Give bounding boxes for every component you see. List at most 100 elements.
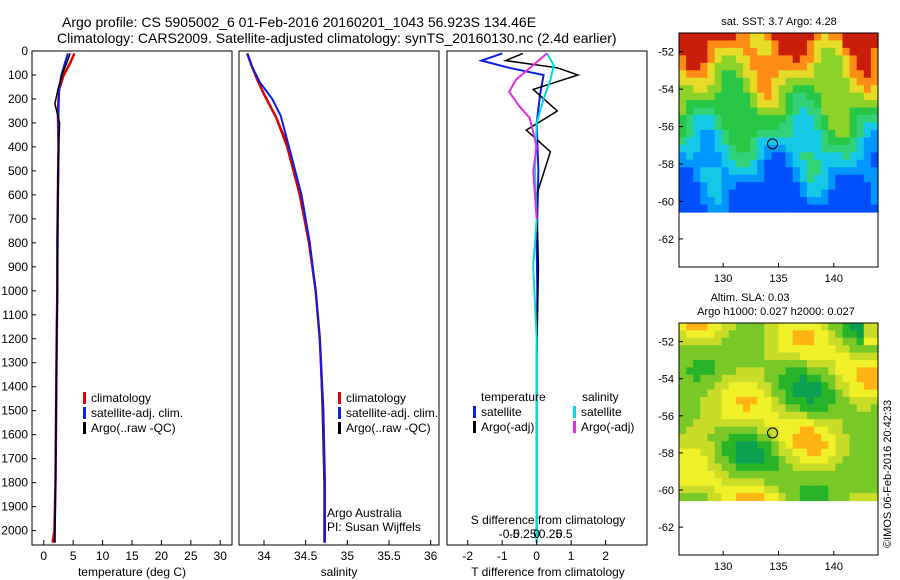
map-cell	[714, 197, 723, 206]
map-cell	[700, 137, 709, 146]
map-cell	[721, 167, 730, 176]
map-cell	[742, 152, 751, 161]
map-cell	[778, 167, 787, 176]
map-cell	[792, 411, 801, 420]
x-tick-label: 20	[155, 549, 169, 563]
map-cell	[785, 47, 794, 56]
map-cell	[863, 433, 872, 442]
map-cell	[778, 189, 787, 198]
map-cell	[835, 441, 844, 450]
map-cell	[835, 448, 844, 457]
map-cell	[835, 463, 844, 472]
map-cell	[828, 62, 836, 71]
map-cell	[778, 404, 787, 413]
map-cell	[771, 182, 780, 191]
map-cell	[693, 367, 701, 376]
map-cell	[828, 55, 836, 64]
map-cell	[863, 426, 872, 435]
map-cell	[757, 152, 765, 161]
map-cell	[735, 323, 744, 331]
map-cell	[870, 77, 879, 86]
map-cell	[700, 182, 709, 191]
map-cell	[814, 411, 822, 420]
map-cell	[693, 323, 701, 331]
map-cell	[863, 40, 872, 49]
map-cell	[821, 359, 829, 368]
map-cell	[799, 441, 808, 450]
map-cell	[750, 70, 758, 79]
map-cell	[679, 493, 687, 502]
map-cell	[700, 115, 709, 124]
map-cell	[778, 345, 787, 354]
map-cell	[835, 55, 844, 64]
map-cell	[693, 152, 701, 161]
map-cell	[785, 352, 794, 361]
map-cell	[679, 92, 687, 101]
map-cell	[870, 426, 879, 435]
map-cell	[778, 55, 787, 64]
map-lon-label: 135	[769, 561, 787, 573]
map-cell	[792, 396, 801, 405]
map-cell	[771, 367, 780, 376]
map-cell	[700, 448, 709, 457]
map-cell	[806, 478, 815, 487]
map-cell	[785, 411, 794, 420]
map-cell	[721, 426, 730, 435]
map-cell	[842, 448, 851, 457]
map-cell	[686, 470, 694, 479]
map-cell	[828, 433, 836, 442]
depth-tick-label: 1200	[1, 332, 28, 346]
map-cell	[814, 159, 822, 168]
map-cell	[849, 367, 858, 376]
map-cell	[750, 426, 758, 435]
map-cell	[842, 367, 851, 376]
map-cell	[842, 122, 851, 131]
map-cell	[828, 115, 836, 124]
map-cell	[764, 122, 772, 131]
map-cell	[771, 122, 780, 131]
map-cell	[863, 419, 872, 428]
map-cell	[842, 62, 851, 71]
map-cell	[714, 396, 723, 405]
depth-tick-label: 1000	[1, 284, 28, 298]
map-cell	[806, 441, 815, 450]
map-cell	[742, 441, 751, 450]
map-cell	[856, 100, 865, 109]
map-cell	[721, 456, 730, 465]
map-cell	[693, 441, 701, 450]
map-cell	[750, 367, 758, 376]
map-cell	[728, 167, 737, 176]
map-cell	[849, 70, 858, 79]
map-cell	[806, 182, 815, 191]
map-cell	[707, 345, 716, 354]
map-cell	[707, 426, 716, 435]
depth-tick-label: 600	[8, 188, 28, 202]
map-cell	[806, 419, 815, 428]
map-cell	[714, 448, 723, 457]
map-cell	[707, 159, 716, 168]
map-cell	[814, 470, 822, 479]
map-cell	[700, 152, 709, 161]
map-cell	[849, 62, 858, 71]
map-cell	[735, 411, 744, 420]
map-cell	[806, 396, 815, 405]
map-cell	[771, 330, 780, 339]
map-cell	[842, 129, 851, 139]
map-cell	[714, 62, 723, 71]
depth-tick-label: 1600	[1, 428, 28, 442]
map-cell	[842, 55, 851, 64]
map-cell	[814, 182, 822, 191]
map-cell	[792, 426, 801, 435]
top-tick-label: -0.25	[509, 527, 537, 541]
map-cell	[821, 92, 829, 101]
map-cell	[870, 167, 879, 176]
map-cell	[778, 411, 787, 420]
map-cell	[707, 404, 716, 413]
map-cell	[828, 182, 836, 191]
map-cell	[785, 382, 794, 391]
depth-tick-label: 0	[21, 44, 28, 58]
legend-swatch	[573, 406, 576, 418]
map-cell	[856, 62, 865, 71]
map-cell	[707, 470, 716, 479]
map-cell	[814, 426, 822, 435]
